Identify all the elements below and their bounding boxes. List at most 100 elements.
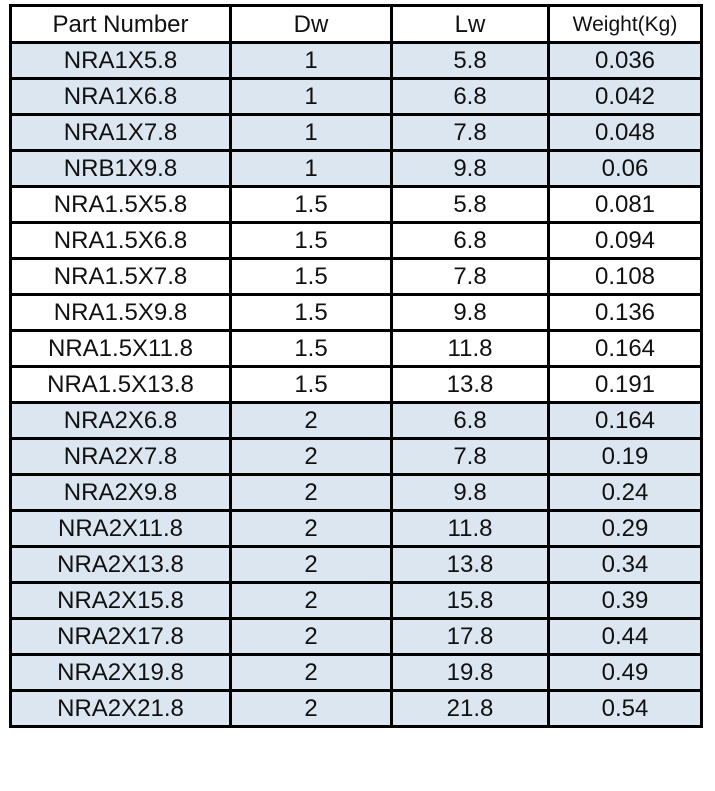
table-row: NRA2X17.8 2 17.8 0.44 <box>9 617 703 656</box>
cell-lw: 7.8 <box>390 437 550 476</box>
table-row: NRA2X15.8 2 15.8 0.39 <box>9 581 703 620</box>
table-row: NRA1X5.8 1 5.8 0.036 <box>9 41 703 80</box>
cell-weight: 0.042 <box>547 77 703 116</box>
parts-table: Part Number Dw Lw Weight(Kg) NRA1X5.8 1 5.… <box>9 4 703 728</box>
cell-weight: 0.048 <box>547 113 703 152</box>
cell-weight: 0.54 <box>547 689 703 728</box>
table-row: NRA1.5X5.8 1.5 5.8 0.081 <box>9 185 703 224</box>
cell-lw: 7.8 <box>390 113 550 152</box>
cell-part-number: NRA2X21.8 <box>9 689 232 728</box>
cell-lw: 19.8 <box>390 653 550 692</box>
table-row: NRA1.5X6.8 1.5 6.8 0.094 <box>9 221 703 260</box>
cell-weight: 0.06 <box>547 149 703 188</box>
cell-lw: 6.8 <box>390 221 550 260</box>
cell-part-number: NRA1X5.8 <box>9 41 232 80</box>
cell-dw: 2 <box>229 437 393 476</box>
cell-part-number: NRB1X9.8 <box>9 149 232 188</box>
cell-dw: 1.5 <box>229 185 393 224</box>
cell-lw: 6.8 <box>390 401 550 440</box>
cell-part-number: NRA2X7.8 <box>9 437 232 476</box>
cell-weight: 0.164 <box>547 329 703 368</box>
cell-lw: 9.8 <box>390 293 550 332</box>
cell-dw: 1 <box>229 77 393 116</box>
table-row: NRA1X7.8 1 7.8 0.048 <box>9 113 703 152</box>
cell-dw: 2 <box>229 401 393 440</box>
cell-dw: 2 <box>229 581 393 620</box>
cell-part-number: NRA2X13.8 <box>9 545 232 584</box>
cell-part-number: NRA1X6.8 <box>9 77 232 116</box>
cell-part-number: NRA1.5X7.8 <box>9 257 232 296</box>
table-row: NRA2X9.8 2 9.8 0.24 <box>9 473 703 512</box>
cell-lw: 13.8 <box>390 545 550 584</box>
cell-part-number: NRA2X11.8 <box>9 509 232 548</box>
cell-dw: 1.5 <box>229 221 393 260</box>
cell-dw: 2 <box>229 617 393 656</box>
cell-dw: 1 <box>229 149 393 188</box>
table-body: NRA1X5.8 1 5.8 0.036 NRA1X6.8 1 6.8 0.042 NRA1X7… <box>9 41 703 728</box>
cell-weight: 0.081 <box>547 185 703 224</box>
cell-dw: 1.5 <box>229 257 393 296</box>
cell-dw: 1.5 <box>229 365 393 404</box>
table-row: NRA1.5X9.8 1.5 9.8 0.136 <box>9 293 703 332</box>
cell-lw: 5.8 <box>390 185 550 224</box>
table-row: NRA2X7.8 2 7.8 0.19 <box>9 437 703 476</box>
cell-weight: 0.108 <box>547 257 703 296</box>
table-row: NRA1.5X7.8 1.5 7.8 0.108 <box>9 257 703 296</box>
cell-part-number: NRA1X7.8 <box>9 113 232 152</box>
cell-weight: 0.34 <box>547 545 703 584</box>
table-row: NRA2X19.8 2 19.8 0.49 <box>9 653 703 692</box>
header-lw: Lw <box>390 4 550 44</box>
cell-dw: 1 <box>229 41 393 80</box>
cell-weight: 0.44 <box>547 617 703 656</box>
cell-dw: 2 <box>229 545 393 584</box>
table-row: NRA2X13.8 2 13.8 0.34 <box>9 545 703 584</box>
table-row: NRA2X11.8 2 11.8 0.29 <box>9 509 703 548</box>
cell-lw: 7.8 <box>390 257 550 296</box>
table-row: NRA1.5X13.8 1.5 13.8 0.191 <box>9 365 703 404</box>
cell-part-number: NRA1.5X9.8 <box>9 293 232 332</box>
cell-part-number: NRA2X15.8 <box>9 581 232 620</box>
cell-dw: 1.5 <box>229 329 393 368</box>
header-weight: Weight(Kg) <box>547 4 703 44</box>
cell-dw: 1.5 <box>229 293 393 332</box>
cell-part-number: NRA2X17.8 <box>9 617 232 656</box>
cell-lw: 15.8 <box>390 581 550 620</box>
cell-weight: 0.29 <box>547 509 703 548</box>
cell-lw: 6.8 <box>390 77 550 116</box>
cell-lw: 9.8 <box>390 149 550 188</box>
header-part-number: Part Number <box>9 4 232 44</box>
cell-part-number: NRA1.5X6.8 <box>9 221 232 260</box>
table-row: NRA2X21.8 2 21.8 0.54 <box>9 689 703 728</box>
cell-part-number: NRA1.5X5.8 <box>9 185 232 224</box>
table-row: NRA2X6.8 2 6.8 0.164 <box>9 401 703 440</box>
cell-lw: 21.8 <box>390 689 550 728</box>
cell-weight: 0.191 <box>547 365 703 404</box>
table-row: NRA1.5X11.8 1.5 11.8 0.164 <box>9 329 703 368</box>
table-row: NRA1X6.8 1 6.8 0.042 <box>9 77 703 116</box>
cell-weight: 0.49 <box>547 653 703 692</box>
cell-weight: 0.136 <box>547 293 703 332</box>
cell-lw: 11.8 <box>390 329 550 368</box>
cell-part-number: NRA1.5X13.8 <box>9 365 232 404</box>
cell-lw: 13.8 <box>390 365 550 404</box>
cell-lw: 17.8 <box>390 617 550 656</box>
header-dw: Dw <box>229 4 393 44</box>
cell-dw: 2 <box>229 689 393 728</box>
cell-weight: 0.19 <box>547 437 703 476</box>
cell-part-number: NRA1.5X11.8 <box>9 329 232 368</box>
table-row: NRB1X9.8 1 9.8 0.06 <box>9 149 703 188</box>
cell-lw: 5.8 <box>390 41 550 80</box>
cell-weight: 0.164 <box>547 401 703 440</box>
cell-part-number: NRA2X9.8 <box>9 473 232 512</box>
cell-weight: 0.39 <box>547 581 703 620</box>
cell-weight: 0.24 <box>547 473 703 512</box>
cell-dw: 2 <box>229 473 393 512</box>
cell-part-number: NRA2X6.8 <box>9 401 232 440</box>
header-row: Part Number Dw Lw Weight(Kg) <box>9 4 703 44</box>
cell-lw: 11.8 <box>390 509 550 548</box>
cell-lw: 9.8 <box>390 473 550 512</box>
cell-dw: 2 <box>229 509 393 548</box>
cell-dw: 2 <box>229 653 393 692</box>
cell-weight: 0.094 <box>547 221 703 260</box>
cell-weight: 0.036 <box>547 41 703 80</box>
